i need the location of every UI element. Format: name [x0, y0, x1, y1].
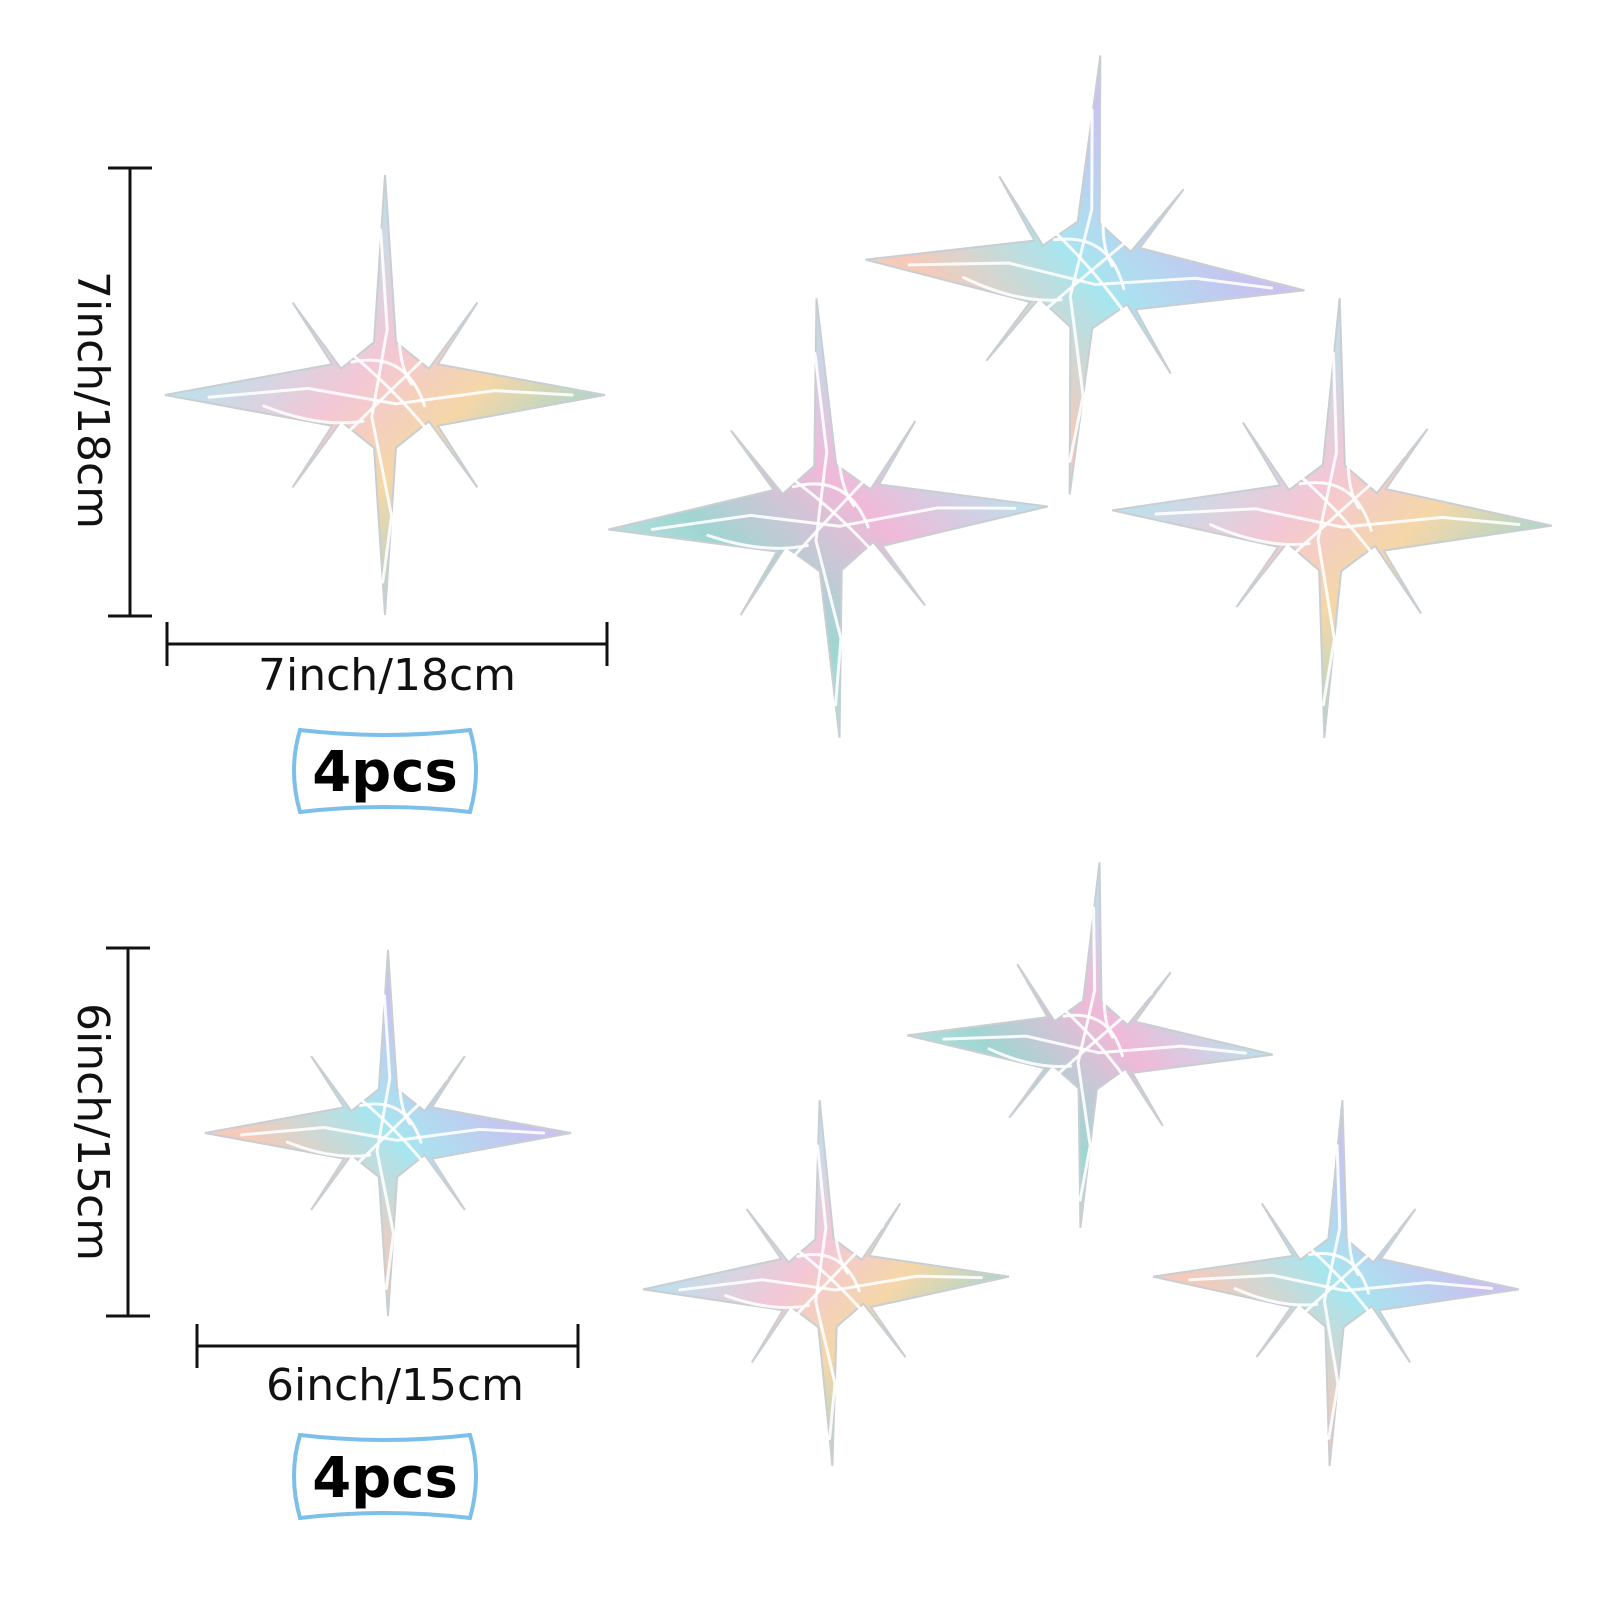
- small-cluster-right-star: [1147, 1094, 1526, 1473]
- large-width-label: 7inch/18cm: [258, 650, 516, 701]
- large-cluster-top-star: [850, 40, 1320, 510]
- small-height-label: 6inch/15cm: [67, 1003, 118, 1261]
- small-width-label: 6inch/15cm: [266, 1360, 524, 1411]
- small-width-dimension: 6inch/15cm: [195, 1324, 580, 1411]
- large-quantity-badge: 4pcs: [292, 727, 478, 815]
- small-cluster-top-star: [898, 853, 1283, 1238]
- large-cluster-right-star: [1104, 290, 1559, 745]
- large-quantity-label: 4pcs: [312, 740, 458, 805]
- large-set-section: 7inch/18cm 7inch/18cm 4pcs: [67, 40, 1560, 812]
- small-cluster-left-star: [637, 1094, 1016, 1473]
- small-reference-star: [205, 950, 571, 1316]
- large-width-dimension: 7inch/18cm: [165, 622, 609, 701]
- large-height-label: 7inch/18cm: [67, 271, 118, 529]
- small-quantity-badge: 4pcs: [292, 1432, 478, 1521]
- large-reference-star: [165, 175, 605, 615]
- small-quantity-label: 4pcs: [312, 1446, 458, 1511]
- large-height-dimension: 7inch/18cm: [67, 166, 152, 618]
- small-set-section: 6inch/15cm 6inch/15cm 4pcs: [67, 853, 1525, 1518]
- small-height-dimension: 6inch/15cm: [67, 946, 150, 1318]
